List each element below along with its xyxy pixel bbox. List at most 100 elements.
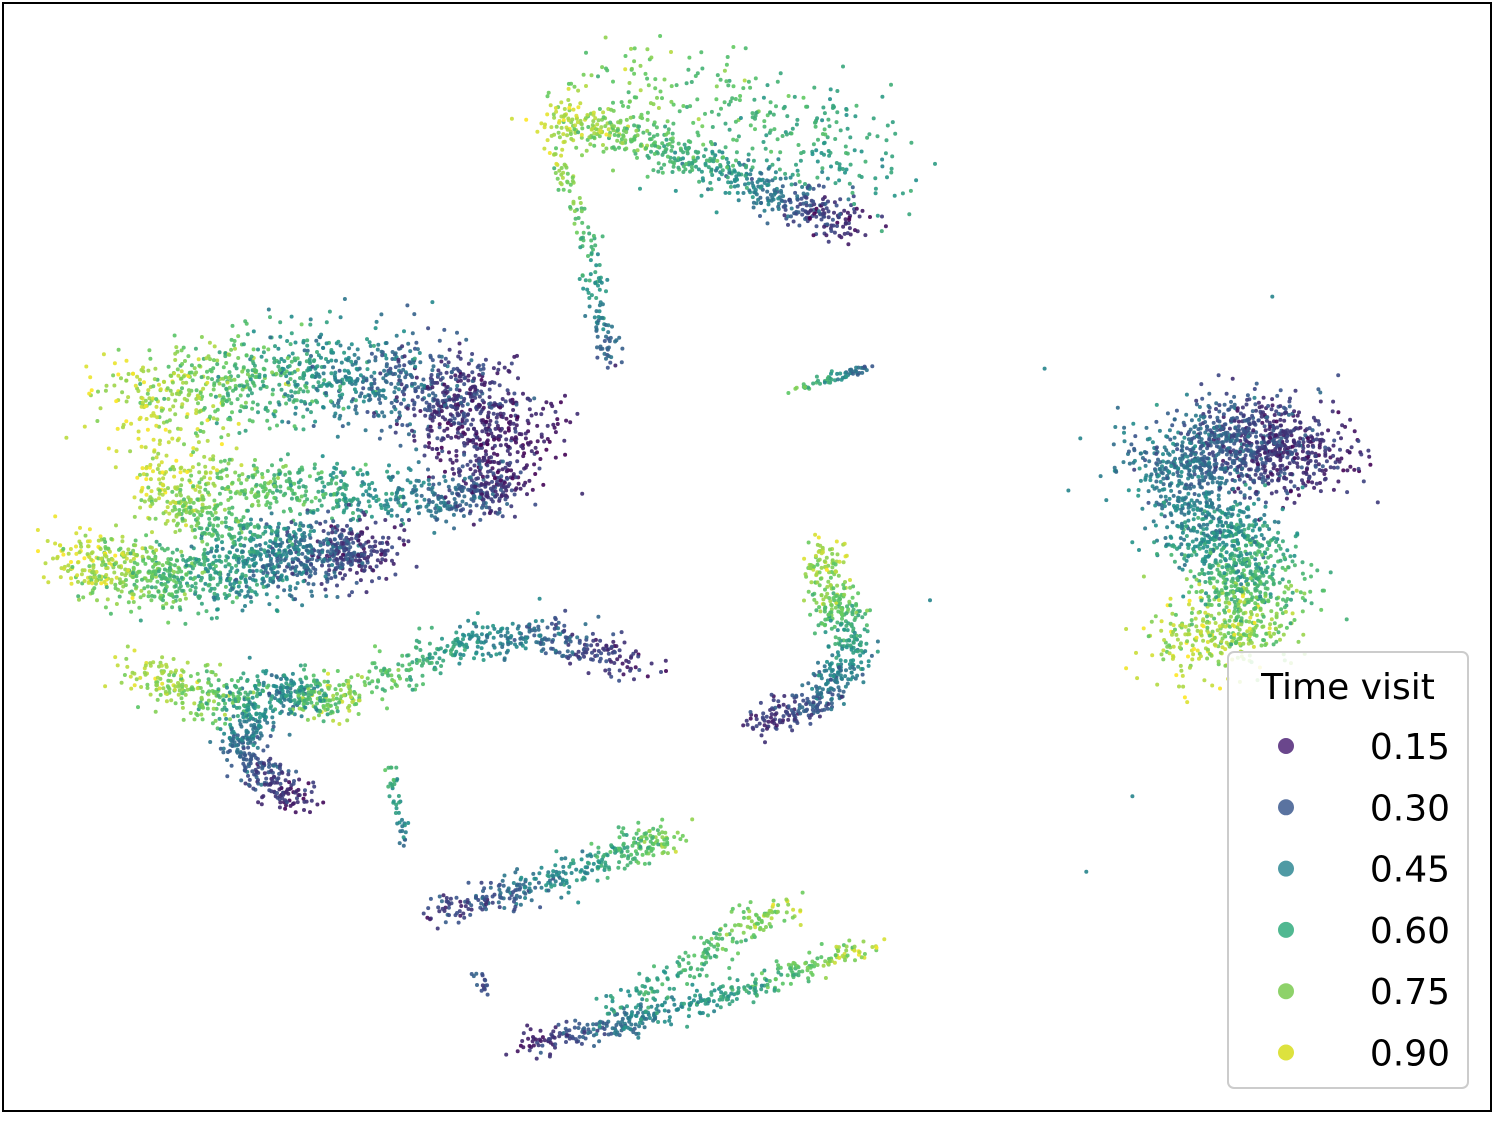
scatter-point bbox=[321, 693, 326, 698]
scatter-point bbox=[275, 423, 279, 428]
scatter-point bbox=[394, 333, 399, 338]
scatter-point bbox=[509, 436, 514, 441]
scatter-point bbox=[487, 387, 492, 392]
scatter-point bbox=[263, 495, 268, 500]
scatter-point bbox=[193, 590, 198, 594]
scatter-point bbox=[597, 659, 602, 664]
scatter-point bbox=[91, 565, 96, 570]
scatter-point bbox=[387, 463, 391, 468]
scatter-point bbox=[292, 481, 297, 486]
scatter-point bbox=[539, 121, 544, 126]
scatter-point bbox=[125, 664, 130, 669]
scatter-point bbox=[456, 393, 461, 398]
scatter-point bbox=[270, 463, 274, 468]
scatter-point bbox=[541, 647, 546, 652]
scatter-point bbox=[356, 553, 361, 557]
scatter-point bbox=[400, 389, 405, 394]
scatter-point bbox=[296, 693, 301, 698]
scatter-point bbox=[595, 653, 600, 658]
scatter-point bbox=[297, 362, 302, 367]
scatter-point bbox=[117, 547, 121, 552]
scatter-point bbox=[298, 677, 303, 682]
scatter-point bbox=[649, 661, 654, 666]
scatter-point bbox=[473, 484, 478, 489]
scatter-point bbox=[451, 421, 456, 426]
scatter-point bbox=[224, 716, 229, 721]
scatter-point bbox=[282, 359, 287, 364]
scatter-point bbox=[545, 138, 550, 143]
scatter-point bbox=[295, 495, 300, 500]
scatter-point bbox=[325, 558, 330, 563]
scatter-point bbox=[673, 150, 678, 155]
scatter-point bbox=[188, 711, 193, 715]
scatter-point bbox=[542, 439, 547, 444]
scatter-point bbox=[214, 421, 219, 426]
scatter-point bbox=[470, 398, 475, 403]
scatter-point bbox=[338, 387, 342, 392]
scatter-point bbox=[357, 500, 362, 505]
scatter-point bbox=[433, 506, 438, 511]
scatter-point bbox=[354, 411, 359, 416]
scatter-point bbox=[124, 358, 129, 363]
scatter-point bbox=[184, 523, 188, 528]
scatter-point bbox=[400, 653, 405, 658]
scatter-point bbox=[282, 673, 287, 678]
scatter-point bbox=[141, 365, 145, 370]
scatter-point bbox=[789, 206, 794, 211]
scatter-point bbox=[302, 348, 307, 353]
scatter-point bbox=[87, 527, 92, 532]
scatter-point bbox=[197, 594, 201, 599]
scatter-point bbox=[169, 557, 173, 562]
scatter-point bbox=[580, 126, 585, 131]
scatter-point bbox=[488, 469, 493, 473]
scatter-point bbox=[86, 580, 91, 585]
scatter-point bbox=[219, 442, 224, 447]
scatter-point bbox=[279, 387, 284, 392]
scatter-point bbox=[247, 537, 252, 542]
scatter-point bbox=[329, 481, 333, 486]
scatter-point bbox=[646, 155, 651, 160]
scatter-point bbox=[207, 521, 212, 526]
scatter-point bbox=[526, 442, 531, 447]
scatter-point bbox=[218, 662, 223, 667]
scatter-point bbox=[183, 359, 187, 363]
scatter-point bbox=[100, 563, 104, 567]
scatter-point bbox=[337, 722, 342, 726]
scatter-point bbox=[462, 644, 467, 649]
scatter-point bbox=[453, 377, 458, 382]
scatter-point bbox=[286, 393, 290, 398]
scatter-point bbox=[509, 399, 514, 404]
scatter-point bbox=[191, 500, 196, 505]
scatter-point bbox=[515, 450, 520, 455]
scatter-point bbox=[311, 359, 316, 364]
scatter-point bbox=[271, 387, 275, 392]
scatter-point bbox=[559, 100, 564, 105]
scatter-point bbox=[413, 488, 418, 493]
scatter-point bbox=[264, 385, 269, 389]
scatter-point bbox=[149, 598, 154, 603]
scatter-point bbox=[185, 660, 190, 665]
scatter-point bbox=[361, 492, 366, 497]
scatter-point bbox=[498, 405, 503, 410]
scatter-point bbox=[533, 502, 538, 507]
scatter-point bbox=[68, 547, 73, 551]
scatter-point bbox=[325, 707, 330, 712]
scatter-point bbox=[161, 379, 166, 384]
scatter-point bbox=[157, 382, 161, 387]
scatter-point bbox=[462, 421, 467, 426]
scatter-point bbox=[266, 683, 271, 688]
scatter-point bbox=[353, 691, 358, 696]
scatter-point bbox=[104, 573, 109, 577]
scatter-point bbox=[217, 350, 222, 355]
scatter-point bbox=[575, 411, 580, 416]
scatter-point bbox=[297, 777, 302, 782]
scatter-point bbox=[160, 563, 165, 568]
scatter-point bbox=[163, 575, 168, 580]
scatter-point bbox=[332, 403, 337, 408]
scatter-point bbox=[173, 398, 178, 403]
scatter-point bbox=[197, 480, 202, 485]
scatter-point bbox=[394, 395, 399, 400]
scatter-point bbox=[313, 398, 318, 403]
scatter-point bbox=[189, 524, 194, 529]
scatter-point bbox=[180, 477, 185, 482]
